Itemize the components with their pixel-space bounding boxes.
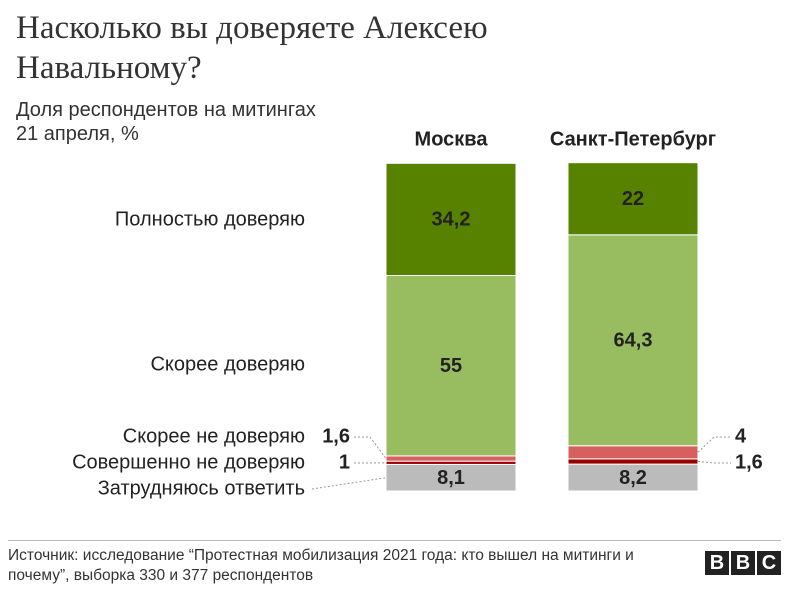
logo-letter: B	[705, 551, 729, 575]
leader-line	[311, 477, 387, 490]
value-label: 55	[440, 355, 462, 377]
legend-label: Скорее доверяю	[150, 353, 305, 375]
value-label: 4	[735, 425, 747, 447]
value-label: 1	[339, 451, 350, 473]
value-label: 1,6	[322, 425, 350, 447]
bar-segment	[385, 463, 517, 492]
bar-segment	[567, 458, 699, 465]
legend-label: Совершенно не доверяю	[72, 451, 305, 473]
value-label: 8,2	[619, 467, 647, 489]
value-label: 34,2	[432, 209, 471, 231]
bar-segment	[385, 455, 517, 462]
value-label: 1,6	[735, 451, 763, 473]
leader-line	[354, 436, 387, 459]
legend-label: Скорее не доверяю	[123, 425, 305, 447]
separator	[8, 540, 781, 541]
bar-segment	[385, 162, 517, 277]
bar-segment	[567, 234, 699, 447]
bar-segment	[567, 162, 699, 236]
bar-segment	[567, 463, 699, 492]
bar-segment	[385, 275, 517, 457]
column-header: Москва	[415, 128, 489, 150]
value-label: 22	[622, 188, 644, 210]
source-note: Источник: исследование “Протестная мобил…	[8, 547, 634, 584]
value-label: 64,3	[614, 330, 653, 352]
logo-letter: C	[757, 551, 781, 575]
value-label: 8,1	[437, 467, 465, 489]
chart-title: Насколько вы доверяете Алексею Навальном…	[16, 10, 488, 86]
chart-subtitle: Доля респондентов на митингах 21 апреля,…	[16, 99, 316, 145]
leader-line	[697, 436, 731, 453]
legend-label: Затрудняюсь ответить	[98, 477, 305, 499]
logo-letter: B	[731, 551, 755, 575]
bar-segment	[567, 445, 699, 460]
column-header: Санкт-Петербург	[550, 128, 716, 150]
leader-line	[697, 460, 731, 464]
legend-label: Полностью доверяю	[115, 208, 305, 230]
